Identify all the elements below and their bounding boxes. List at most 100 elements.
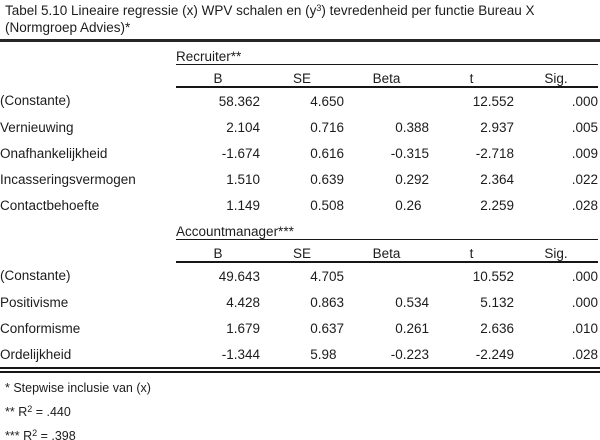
title-line1-pre: Tabel 5.10 Lineaire regressie (x) WPV sc…: [5, 3, 317, 18]
value-integer-part: 5.: [480, 294, 492, 310]
value-fraction-part: 132: [491, 294, 514, 310]
value-cell: -1.674: [176, 140, 260, 166]
value-integer-part: 10.: [472, 268, 492, 284]
column-header-sig: Sig.: [514, 239, 599, 263]
value-fraction-part: 705: [321, 268, 344, 284]
value-fraction-part: 249: [491, 346, 514, 362]
column-header-beta: Beta: [344, 239, 429, 263]
title-line2: (Normgroep Advies)*: [5, 19, 131, 35]
value-integer-part: 4.: [310, 93, 322, 109]
column-header-t: t: [429, 239, 514, 263]
table-row: Positivisme 4.428 0.863 0.534 5.132.000: [0, 289, 598, 315]
value-integer-part: -2.: [475, 346, 492, 362]
column-header-b: B: [176, 64, 260, 88]
table-row: Onafhankelijkheid -1.674 0.616 -0.315 -2.718…: [0, 140, 598, 166]
footnotes: * Stepwise inclusie van (x) ** R2 = .440…: [0, 373, 600, 440]
value-cell: 1.510: [176, 166, 260, 192]
value-integer-part: .: [571, 294, 576, 310]
value-integer-part: 0.: [395, 171, 407, 187]
value-cell: .005: [514, 114, 598, 140]
row-label: (Constante): [0, 93, 71, 108]
value-fraction-part: 636: [491, 320, 514, 336]
footnote-superscript: 2: [27, 404, 33, 414]
footnote-superscript: 2: [32, 428, 38, 438]
value-cell: .009: [514, 140, 598, 166]
value-fraction-part: 650: [321, 93, 344, 109]
column-header-b: B: [176, 239, 260, 263]
column-header-se: SE: [260, 64, 344, 88]
title-superscript: 3: [316, 3, 322, 13]
value-integer-part: 4.: [310, 268, 322, 284]
table-row: Vernieuwing 2.104 0.716 0.388 2.937.005: [0, 114, 598, 140]
value-fraction-part: 344: [237, 346, 260, 362]
table-row: Conformisme 1.679 0.637 0.261 2.636.010: [0, 315, 598, 341]
value-fraction-part: 552: [491, 268, 514, 284]
value-integer-part: 12.: [472, 93, 492, 109]
value-integer-part: .: [571, 145, 576, 161]
value-cell: 0.716: [260, 114, 344, 140]
value-cell: 5.132: [429, 289, 514, 315]
value-cell: 2.636: [429, 315, 514, 341]
value-cell: 1.149: [176, 192, 260, 218]
value-integer-part: 58.: [218, 93, 238, 109]
value-cell: 2.364: [429, 166, 514, 192]
top-rule: [0, 39, 600, 42]
value-fraction-part: 364: [491, 171, 514, 187]
value-fraction-part: 863: [321, 294, 344, 310]
value-cell: -0.315: [344, 140, 429, 166]
value-cell: 0.261: [344, 315, 429, 341]
value-fraction-part: 362: [237, 93, 260, 109]
value-cell: 0.26: [344, 192, 429, 218]
value-cell: -2.718: [429, 140, 514, 166]
value-fraction-part: 388: [406, 119, 429, 135]
value-fraction-part: 022: [575, 171, 599, 187]
value-fraction-part: 261: [406, 320, 429, 336]
value-integer-part: -1.: [221, 145, 238, 161]
value-fraction-part: 637: [321, 320, 344, 336]
table-row: Ordelijkheid -1.344 5.98 -0.223 -2.249.028: [0, 341, 598, 367]
value-cell: 0.508: [260, 192, 344, 218]
column-header-sig: Sig.: [514, 64, 599, 88]
row-label: Positivisme: [0, 294, 69, 310]
value-fraction-part: 223: [406, 346, 429, 362]
row-label: Onafhankelijkheid: [0, 145, 108, 161]
value-fraction-part: 718: [491, 145, 514, 161]
bottom-double-rule: [0, 367, 600, 373]
value-fraction-part: 005: [575, 119, 599, 135]
value-integer-part: 1.: [226, 171, 238, 187]
table-row: Contactbehoefte 1.149 0.508 0.26 2.259.028: [0, 192, 598, 218]
value-fraction-part: 552: [491, 93, 514, 109]
value-integer-part: 49.: [218, 268, 238, 284]
value-fraction-part: 028: [575, 197, 599, 213]
value-integer-part: 1.: [226, 197, 238, 213]
value-fraction-part: 639: [321, 171, 344, 187]
header-stub-cell: [0, 65, 176, 88]
value-fraction-part: 534: [406, 294, 429, 310]
value-integer-part: .: [571, 268, 576, 284]
footnote-text: = .398: [37, 429, 76, 440]
title-line1-post: ) tevredenheid per functie Bureau X: [321, 3, 535, 18]
value-cell: 4.650: [260, 87, 344, 114]
value-integer-part: -0.: [390, 346, 407, 362]
value-cell: .000: [514, 87, 598, 114]
row-label: Incasseringsvermogen: [0, 171, 136, 187]
value-cell: -2.249: [429, 341, 514, 367]
footnote-r2-accountmanager: *** R2 = .398: [5, 429, 600, 440]
value-cell: .000: [514, 262, 598, 289]
footnote-text: *** R: [5, 429, 33, 440]
row-label: Contactbehoefte: [0, 197, 100, 213]
value-integer-part: 0.: [310, 294, 322, 310]
value-cell: -0.223: [344, 341, 429, 367]
value-fraction-part: 292: [406, 171, 429, 187]
value-fraction-part: 26: [406, 197, 422, 213]
value-cell: .028: [514, 192, 598, 218]
value-integer-part: 0.: [395, 294, 407, 310]
value-fraction-part: 716: [321, 119, 344, 135]
value-fraction-part: 009: [575, 145, 599, 161]
value-cell: 2.104: [176, 114, 260, 140]
value-fraction-part: 679: [237, 320, 260, 336]
footnote-stepwise: * Stepwise inclusie van (x): [5, 381, 600, 396]
value-fraction-part: 149: [237, 197, 260, 213]
column-header-se: SE: [260, 239, 344, 263]
value-integer-part: .: [571, 320, 576, 336]
